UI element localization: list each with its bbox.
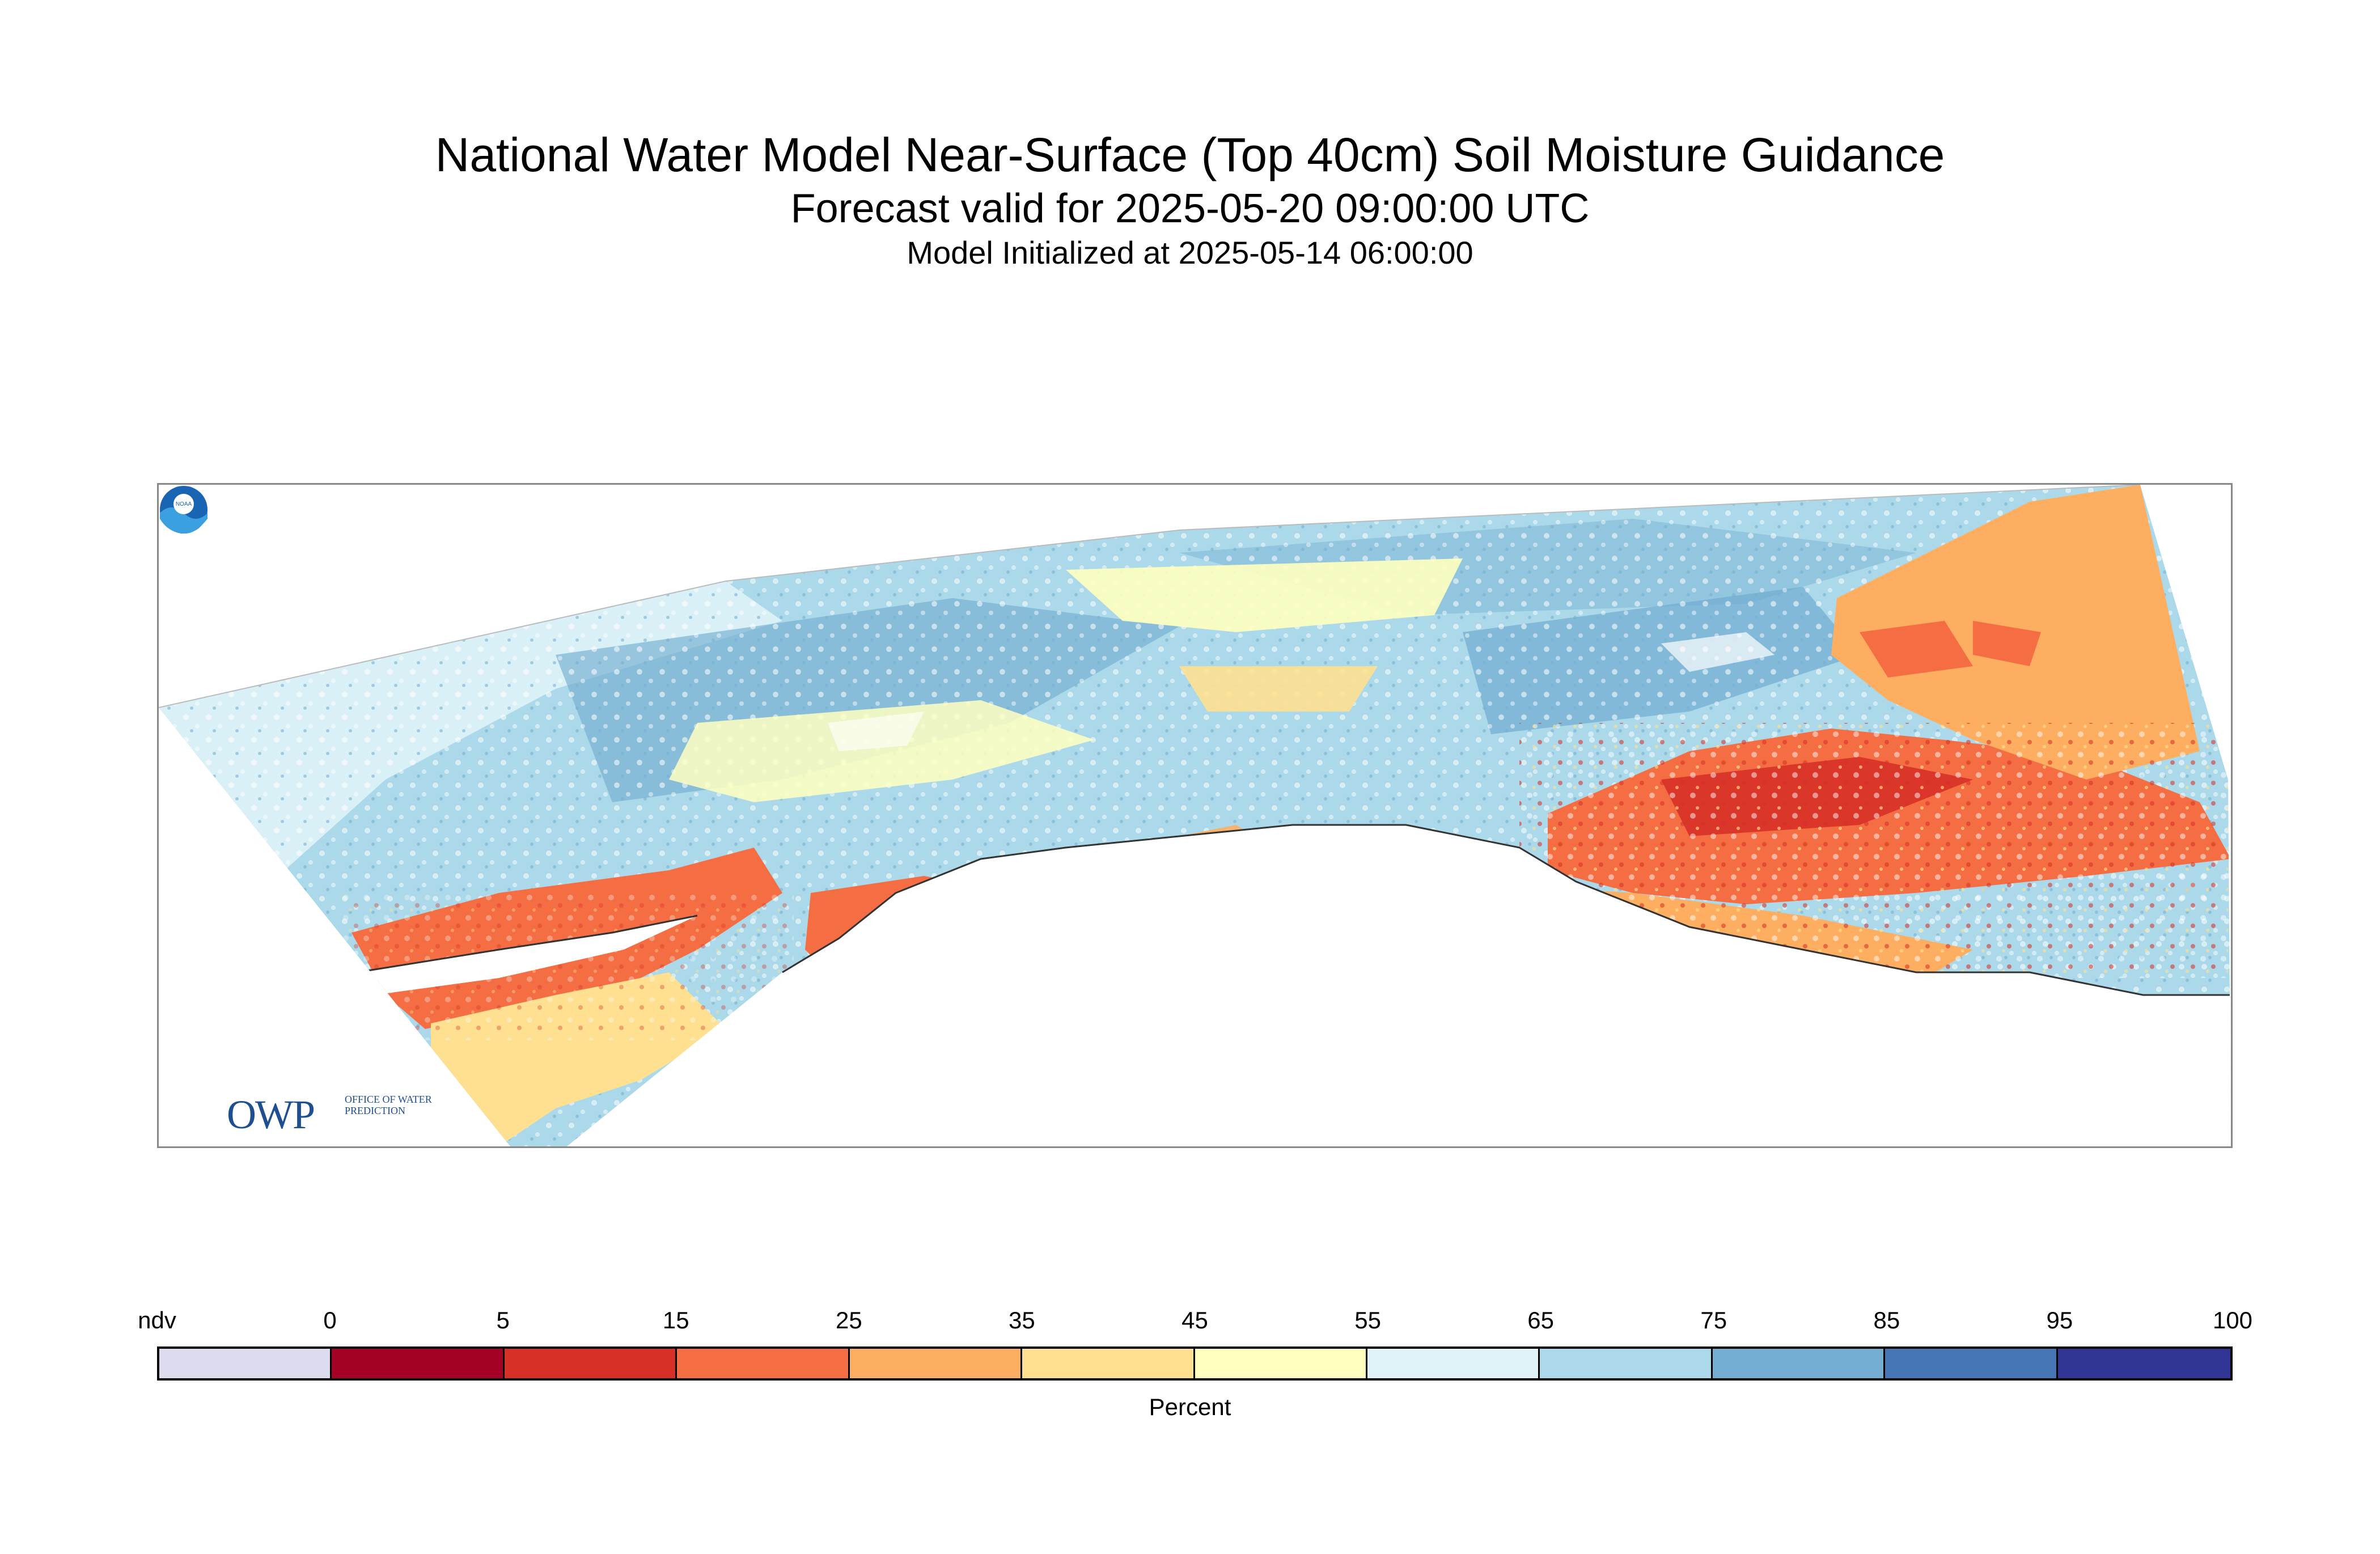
colorbar-tick-label: 95 bbox=[2046, 1307, 2073, 1333]
forecast-valid-subtitle: Forecast valid for 2025-05-20 09:00:00 U… bbox=[790, 186, 1590, 231]
colorbar-segment bbox=[1367, 1349, 1540, 1378]
colorbar-segment bbox=[677, 1349, 850, 1378]
moderate-moisture-patch bbox=[1066, 558, 1463, 632]
colorbar-tick-label: 100 bbox=[2212, 1307, 2253, 1333]
colorbar-tick-label: 0 bbox=[323, 1307, 337, 1333]
map-canvas bbox=[159, 485, 2231, 1146]
colorbar-tick-label: 55 bbox=[1354, 1307, 1381, 1333]
colorbar-tick-label: ndv bbox=[138, 1307, 176, 1333]
svg-text:NOAA: NOAA bbox=[176, 501, 192, 507]
map-title: National Water Model Near-Surface (Top 4… bbox=[435, 128, 1945, 181]
colorbar-segment bbox=[2057, 1349, 2231, 1378]
gulf-of-alaska bbox=[567, 825, 2231, 1146]
colorbar-tick-label: 5 bbox=[496, 1307, 510, 1333]
colorbar-tick-label: 35 bbox=[1009, 1307, 1035, 1333]
colorbar-tick-label: 45 bbox=[1181, 1307, 1208, 1333]
owp-logo-mark: OWP bbox=[227, 1092, 315, 1137]
colorbar-segment bbox=[849, 1349, 1023, 1378]
colorbar-tick-label: 25 bbox=[835, 1307, 862, 1333]
cook-inlet-water bbox=[357, 916, 697, 995]
colorbar-segment bbox=[504, 1349, 677, 1378]
model-init-subtitle: Model Initialized at 2025-05-14 06:00:00 bbox=[907, 235, 1473, 270]
owp-logo: OWP OFFICE OF WATER PREDICTION bbox=[227, 1091, 432, 1138]
colorbar-segment bbox=[159, 1349, 332, 1378]
noaa-logo-icon: NOAA bbox=[160, 486, 207, 534]
colorbar-tick-label: 85 bbox=[1873, 1307, 1900, 1333]
colorbar-segment bbox=[1885, 1349, 2058, 1378]
colorbar-segment bbox=[332, 1349, 505, 1378]
colorbar-segment bbox=[1195, 1349, 1367, 1378]
colorbar-segment bbox=[1022, 1349, 1195, 1378]
colorbar-tick-label: 75 bbox=[1700, 1307, 1727, 1333]
colorbar-tick-label: 15 bbox=[662, 1307, 689, 1333]
colorbar-tick-label: 65 bbox=[1527, 1307, 1555, 1333]
owp-logo-text: OFFICE OF WATER PREDICTION bbox=[345, 1094, 432, 1116]
colorbar-segment bbox=[1540, 1349, 1713, 1378]
colorbar-segment bbox=[1712, 1349, 1886, 1378]
colorbar-tick-labels: ndv 0 5 15 25 35 45 55 65 75 85 95 100 bbox=[138, 1307, 2252, 1341]
colorbar bbox=[157, 1346, 2233, 1381]
colorbar-units-label: Percent bbox=[1149, 1394, 1231, 1420]
coastline bbox=[357, 824, 2231, 996]
soil-moisture-map: OWP OFFICE OF WATER PREDICTION NOAA bbox=[157, 483, 2233, 1148]
